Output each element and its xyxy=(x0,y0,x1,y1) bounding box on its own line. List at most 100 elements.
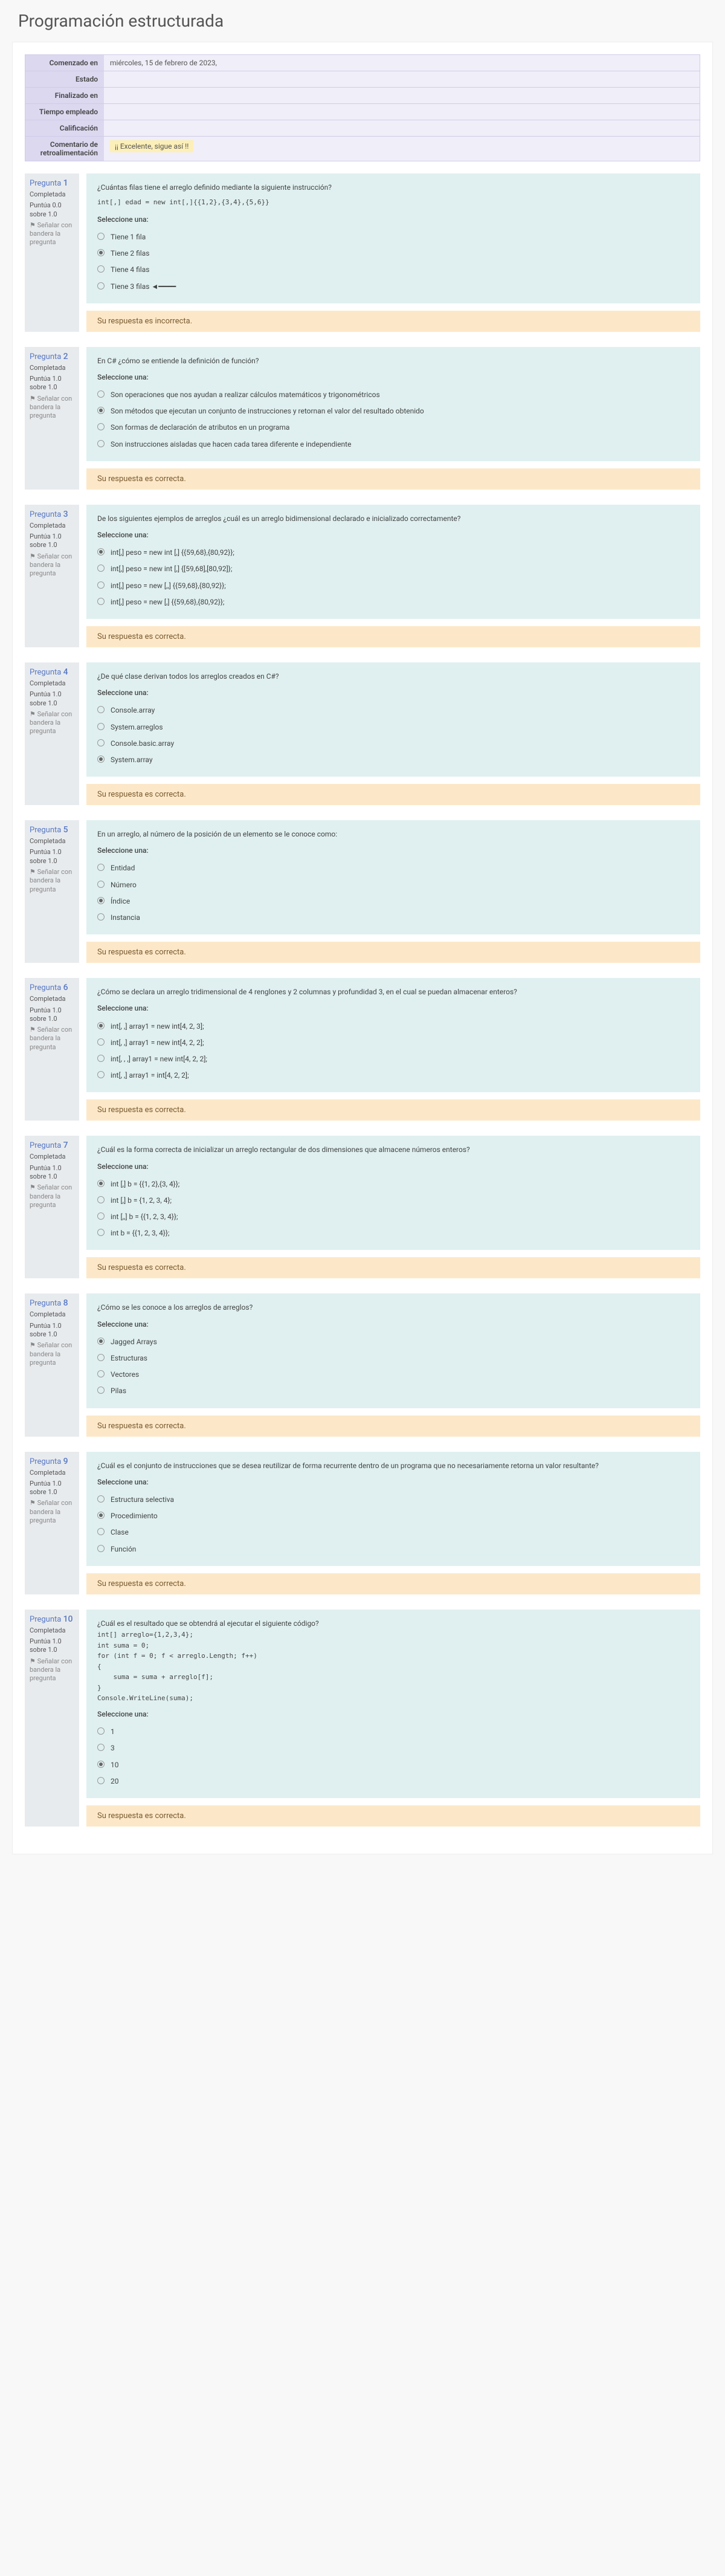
option[interactable]: int b = {{1, 2, 3, 4}}; xyxy=(97,1225,689,1241)
option[interactable]: int[,] peso = new int [,] {[59,68],[80,9… xyxy=(97,561,689,577)
radio-icon[interactable] xyxy=(97,1212,105,1220)
flag-link[interactable]: ⚑ Señalar con bandera la pregunta xyxy=(30,395,74,421)
radio-icon[interactable] xyxy=(97,581,105,589)
flag-link[interactable]: ⚑ Señalar con bandera la pregunta xyxy=(30,868,74,894)
flag-link[interactable]: ⚑ Señalar con bandera la pregunta xyxy=(30,1183,74,1209)
question-body: ¿Cómo se les conoce a los arreglos de ar… xyxy=(86,1293,700,1408)
option[interactable]: int[,] peso = new [,] {{59,68},{80,92}}; xyxy=(97,594,689,610)
radio-icon[interactable] xyxy=(97,390,105,398)
option[interactable]: int[, ,] array1 = new int[4, 2, 2]; xyxy=(97,1035,689,1051)
radio-icon[interactable] xyxy=(97,233,105,240)
option[interactable]: Tiene 1 fila xyxy=(97,229,689,245)
radio-icon[interactable] xyxy=(97,881,105,888)
option[interactable]: Clase xyxy=(97,1524,689,1541)
radio-icon[interactable] xyxy=(97,1180,105,1187)
radio-icon[interactable] xyxy=(97,1071,105,1078)
option[interactable]: Función xyxy=(97,1541,689,1558)
flag-link[interactable]: ⚑ Señalar con bandera la pregunta xyxy=(30,221,74,247)
radio-icon[interactable] xyxy=(97,282,105,290)
radio-icon[interactable] xyxy=(97,723,105,730)
radio-icon[interactable] xyxy=(97,1038,105,1046)
radio-icon[interactable] xyxy=(97,1761,105,1768)
option[interactable]: int [,] b = {{1, 2},{3, 4}}; xyxy=(97,1176,689,1193)
select-one-label: Seleccione una: xyxy=(97,1709,689,1720)
question-state: Completada xyxy=(30,522,74,530)
option[interactable]: System.arreglos xyxy=(97,719,689,736)
option[interactable]: int[,] peso = new [,,] {{59,68},{80,92}}… xyxy=(97,578,689,594)
option[interactable]: int [,,] b = {{1, 2, 3, 4}}; xyxy=(97,1209,689,1225)
option[interactable]: Estructura selectiva xyxy=(97,1492,689,1508)
option[interactable]: Son instrucciones aisladas que hacen cad… xyxy=(97,436,689,453)
option-text: Tiene 1 fila xyxy=(111,231,689,243)
radio-icon[interactable] xyxy=(97,1512,105,1519)
option[interactable]: Instancia xyxy=(97,910,689,926)
flag-link[interactable]: ⚑ Señalar con bandera la pregunta xyxy=(30,1657,74,1683)
radio-icon[interactable] xyxy=(97,1528,105,1535)
flag-link[interactable]: ⚑ Señalar con bandera la pregunta xyxy=(30,710,74,736)
radio-icon[interactable] xyxy=(97,1370,105,1377)
option[interactable]: System.array xyxy=(97,752,689,768)
flag-link[interactable]: ⚑ Señalar con bandera la pregunta xyxy=(30,552,74,578)
radio-icon[interactable] xyxy=(97,913,105,921)
radio-icon[interactable] xyxy=(97,565,105,572)
radio-icon[interactable] xyxy=(97,265,105,273)
radio-icon[interactable] xyxy=(97,1196,105,1203)
option[interactable]: Vectores xyxy=(97,1367,689,1383)
radio-icon[interactable] xyxy=(97,1545,105,1552)
option[interactable]: int[, , ,] array1 = new int[4, 2, 2]; xyxy=(97,1051,689,1067)
radio-icon[interactable] xyxy=(97,598,105,605)
question-main: ¿Cómo se les conoce a los arreglos de ar… xyxy=(86,1293,700,1436)
radio-icon[interactable] xyxy=(97,1022,105,1029)
radio-icon[interactable] xyxy=(97,756,105,763)
select-one-label: Seleccione una: xyxy=(97,1477,689,1488)
option-text: Estructura selectiva xyxy=(111,1494,689,1506)
radio-icon[interactable] xyxy=(97,706,105,713)
radio-icon[interactable] xyxy=(97,739,105,746)
option[interactable]: Son métodos que ejecutan un conjunto de … xyxy=(97,403,689,419)
radio-icon[interactable] xyxy=(97,1744,105,1751)
radio-icon[interactable] xyxy=(97,1777,105,1784)
radio-icon[interactable] xyxy=(97,1354,105,1361)
flag-link[interactable]: ⚑ Señalar con bandera la pregunta xyxy=(30,1026,74,1052)
option[interactable]: Tiene 2 filas xyxy=(97,245,689,262)
radio-icon[interactable] xyxy=(97,407,105,414)
option[interactable]: Procedimiento xyxy=(97,1508,689,1524)
option[interactable]: Jagged Arrays xyxy=(97,1334,689,1350)
radio-icon[interactable] xyxy=(97,1495,105,1503)
radio-icon[interactable] xyxy=(97,1338,105,1345)
option[interactable]: Número xyxy=(97,877,689,893)
option[interactable]: Son operaciones que nos ayudan a realiza… xyxy=(97,387,689,403)
option[interactable]: int[, ,] array1 = int[4, 2, 2]; xyxy=(97,1067,689,1084)
option[interactable]: int[, ,] array1 = new int[4, 2, 3]; xyxy=(97,1018,689,1035)
radio-icon[interactable] xyxy=(97,864,105,871)
option[interactable]: Console.array xyxy=(97,702,689,719)
flag-link[interactable]: ⚑ Señalar con bandera la pregunta xyxy=(30,1341,74,1367)
option[interactable]: Son formas de declaración de atributos e… xyxy=(97,419,689,436)
radio-icon[interactable] xyxy=(97,1229,105,1236)
option[interactable]: Pilas xyxy=(97,1383,689,1399)
option[interactable]: 1 xyxy=(97,1724,689,1740)
radio-icon[interactable] xyxy=(97,1055,105,1062)
option[interactable]: Estructuras xyxy=(97,1350,689,1367)
option[interactable]: int [,] b = {1, 2, 3, 4}; xyxy=(97,1193,689,1209)
question-score: Puntúa 0.0 sobre 1.0 xyxy=(30,201,74,219)
option[interactable]: Console.basic.array xyxy=(97,736,689,752)
option[interactable]: Índice xyxy=(97,893,689,910)
option[interactable]: 20 xyxy=(97,1773,689,1790)
radio-icon[interactable] xyxy=(97,423,105,430)
option[interactable]: Tiene 4 filas xyxy=(97,262,689,278)
radio-icon[interactable] xyxy=(97,1387,105,1394)
option[interactable]: int[,] peso = new int [,] {{59,68},{80,9… xyxy=(97,545,689,561)
radio-icon[interactable] xyxy=(97,897,105,904)
option[interactable]: Tiene 3 filas ◄━━━━ xyxy=(97,279,689,295)
question-text: ¿Cuál es el conjunto de instrucciones qu… xyxy=(97,1460,689,1472)
option-text: Pilas xyxy=(111,1385,689,1397)
option[interactable]: 10 xyxy=(97,1757,689,1773)
option[interactable]: Entidad xyxy=(97,860,689,876)
radio-icon[interactable] xyxy=(97,249,105,256)
radio-icon[interactable] xyxy=(97,440,105,447)
flag-link[interactable]: ⚑ Señalar con bandera la pregunta xyxy=(30,1499,74,1525)
option[interactable]: 3 xyxy=(97,1740,689,1756)
radio-icon[interactable] xyxy=(97,1727,105,1735)
radio-icon[interactable] xyxy=(97,548,105,555)
